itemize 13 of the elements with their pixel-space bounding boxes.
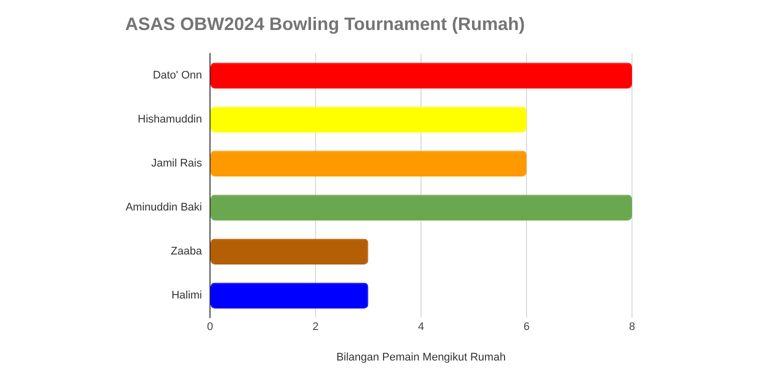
x-tick-label: 0 — [206, 321, 214, 334]
x-tick-label: 6 — [523, 321, 530, 334]
y-tick-label: Dato' Onn — [152, 70, 202, 82]
y-tick-label: Zaaba — [170, 246, 203, 258]
x-axis-title: Bilangan Pemain Mengikut Rumah — [336, 351, 506, 364]
x-tick-label: 8 — [628, 321, 636, 334]
y-tick-label: Halimi — [171, 290, 202, 302]
x-tick-label: 2 — [312, 321, 319, 334]
x-tick-label: 4 — [418, 321, 424, 334]
y-tick-label: Hishamuddin — [138, 114, 202, 126]
y-tick-label: Jamil Rais — [151, 158, 202, 170]
y-tick-label: Aminuddin Baki — [126, 202, 202, 214]
chart-title: ASAS OBW2024 Bowling Tournament (Rumah) — [125, 14, 525, 34]
